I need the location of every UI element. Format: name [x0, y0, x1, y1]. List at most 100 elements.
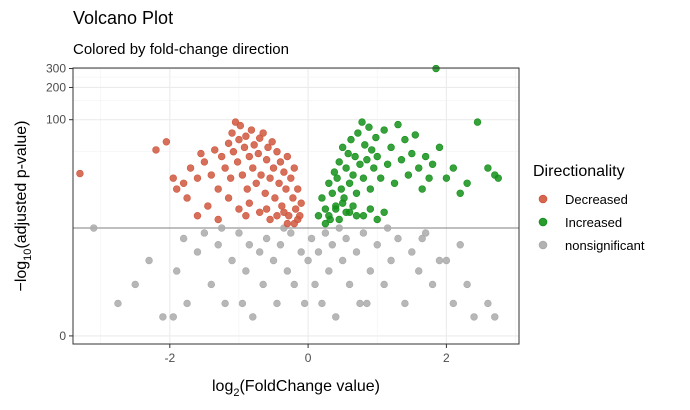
point-decreased	[226, 174, 235, 182]
point-nonsignificant	[131, 280, 139, 289]
point-decreased	[242, 132, 250, 140]
point-increased	[372, 133, 380, 142]
point-increased	[349, 171, 357, 179]
point-decreased	[224, 139, 233, 148]
point-decreased	[283, 219, 292, 228]
point-nonsignificant	[307, 234, 316, 243]
point-decreased	[273, 212, 281, 220]
point-increased	[321, 219, 330, 228]
chart-subtitle: Colored by fold-change direction	[73, 41, 289, 58]
point-nonsignificant	[235, 229, 243, 237]
point-nonsignificant	[145, 256, 153, 265]
point-increased	[370, 164, 378, 172]
point-increased	[418, 185, 426, 193]
x-axis-title-prefix: log	[212, 378, 233, 395]
point-nonsignificant	[401, 299, 409, 308]
point-decreased	[264, 143, 272, 152]
point-increased	[435, 143, 444, 152]
point-nonsignificant	[90, 224, 98, 232]
point-nonsignificant	[314, 248, 323, 256]
point-nonsignificant	[245, 241, 254, 249]
y-tick-label: 300	[46, 62, 66, 76]
point-decreased	[255, 208, 264, 216]
point-nonsignificant	[387, 256, 395, 265]
point-decreased	[235, 135, 243, 144]
point-nonsignificant	[169, 313, 177, 321]
point-decreased	[259, 129, 267, 137]
point-increased	[377, 174, 385, 182]
point-increased	[463, 179, 471, 187]
legend-key-decreased	[538, 194, 548, 204]
point-increased	[380, 208, 388, 216]
point-nonsignificant	[484, 299, 492, 308]
point-decreased	[280, 208, 288, 216]
point-increased	[358, 118, 366, 126]
point-increased	[473, 118, 482, 126]
point-increased	[325, 179, 333, 187]
point-decreased	[266, 215, 274, 224]
point-nonsignificant	[456, 241, 464, 249]
point-decreased	[276, 158, 285, 166]
point-nonsignificant	[428, 280, 437, 289]
point-decreased	[224, 194, 233, 202]
x-axis-title-rest: (FoldChange value)	[239, 378, 380, 395]
x-tick-label: -2	[164, 351, 175, 365]
point-increased	[356, 160, 364, 168]
point-increased	[318, 194, 326, 202]
point-nonsignificant	[363, 299, 371, 308]
point-increased	[380, 126, 388, 134]
x-axis-title-subscript: 2	[233, 387, 239, 399]
point-increased	[408, 149, 416, 158]
point-decreased	[262, 205, 271, 213]
point-decreased	[255, 134, 264, 142]
point-increased	[442, 174, 451, 182]
point-nonsignificant	[325, 267, 333, 275]
point-increased	[484, 164, 492, 172]
point-nonsignificant	[214, 241, 222, 249]
point-nonsignificant	[238, 299, 247, 308]
point-increased	[330, 168, 339, 176]
point-nonsignificant	[335, 224, 343, 232]
point-nonsignificant	[373, 241, 381, 249]
point-increased	[425, 174, 433, 182]
point-increased	[361, 141, 369, 149]
y-axis-title-rest: (adjusted p-value)	[13, 120, 30, 248]
legend: Directionality Decreased Increased nonsign…	[533, 163, 645, 253]
point-nonsignificant	[328, 241, 337, 249]
point-decreased	[214, 185, 222, 193]
point-increased	[352, 189, 361, 197]
point-nonsignificant	[332, 313, 340, 321]
y-tick-label: 100	[46, 113, 66, 127]
point-decreased	[294, 215, 302, 224]
point-nonsignificant	[228, 256, 236, 265]
point-decreased	[245, 152, 254, 161]
point-increased	[365, 123, 373, 131]
point-decreased	[193, 212, 202, 220]
point-decreased	[197, 149, 205, 158]
point-decreased	[291, 205, 300, 213]
point-decreased	[173, 185, 181, 193]
point-nonsignificant	[380, 280, 388, 289]
point-increased	[415, 164, 423, 172]
point-nonsignificant	[463, 280, 471, 289]
legend-label-decreased: Decreased	[565, 192, 628, 207]
point-decreased	[228, 129, 236, 137]
point-nonsignificant	[249, 313, 257, 321]
point-nonsignificant	[342, 234, 350, 243]
point-increased	[397, 156, 406, 164]
point-increased	[383, 160, 392, 168]
point-decreased	[268, 138, 276, 146]
point-increased	[456, 189, 464, 197]
point-nonsignificant	[217, 224, 226, 232]
gridlines	[73, 67, 519, 344]
point-increased	[411, 131, 419, 139]
point-increased	[401, 135, 409, 144]
point-nonsignificant	[321, 229, 330, 237]
point-increased	[368, 146, 376, 154]
point-nonsignificant	[408, 248, 416, 256]
point-increased	[335, 158, 343, 166]
point-nonsignificant	[276, 241, 285, 249]
point-nonsignificant	[394, 234, 402, 243]
point-decreased	[245, 199, 254, 207]
